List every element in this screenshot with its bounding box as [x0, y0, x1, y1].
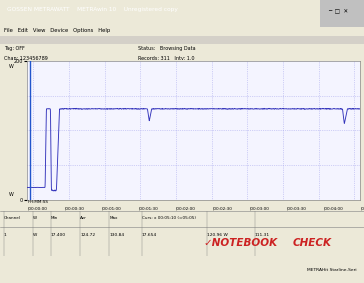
- Text: |00:00:30: |00:00:30: [64, 207, 84, 211]
- Text: HH:MM:SS: HH:MM:SS: [27, 200, 48, 204]
- Text: 17.654: 17.654: [142, 233, 157, 237]
- Text: Records: 311   Intv: 1.0: Records: 311 Intv: 1.0: [138, 56, 195, 61]
- Text: |00:01:00: |00:01:00: [101, 207, 121, 211]
- Text: 17.400: 17.400: [51, 233, 66, 237]
- Text: GOSSEN METRAWATT    METRAwin 10    Unregistered copy: GOSSEN METRAWATT METRAwin 10 Unregistere…: [7, 7, 178, 12]
- Text: Avr: Avr: [80, 216, 87, 220]
- Text: Tag: OFF: Tag: OFF: [4, 46, 24, 51]
- Text: |00:03:30: |00:03:30: [286, 207, 306, 211]
- Text: Min: Min: [51, 216, 58, 220]
- Text: W: W: [33, 216, 37, 220]
- Text: Chan: 123456789: Chan: 123456789: [4, 56, 47, 61]
- Text: METRAHit Starline-Seri: METRAHit Starline-Seri: [307, 267, 357, 272]
- Bar: [0, 36, 364, 44]
- Text: W: W: [9, 192, 14, 197]
- Text: |00:02:00: |00:02:00: [175, 207, 195, 211]
- Bar: [320, 0, 364, 27]
- Text: ─  □  ✕: ─ □ ✕: [328, 10, 348, 15]
- Text: Status:   Browsing Data: Status: Browsing Data: [138, 46, 196, 51]
- Text: Curs: x 00:05:10 (=05:05): Curs: x 00:05:10 (=05:05): [142, 216, 196, 220]
- Text: W: W: [33, 233, 37, 237]
- Text: ✓NOTEBOOK: ✓NOTEBOOK: [204, 238, 278, 248]
- Text: 130.84: 130.84: [109, 233, 124, 237]
- Text: CHECK: CHECK: [292, 238, 332, 248]
- Text: W: W: [9, 64, 14, 68]
- Text: |00:03:00: |00:03:00: [249, 207, 269, 211]
- Text: |00:02:30: |00:02:30: [212, 207, 232, 211]
- Text: 1: 1: [4, 233, 7, 237]
- Text: Channel: Channel: [4, 216, 20, 220]
- Text: |00:04:00: |00:04:00: [323, 207, 343, 211]
- Text: |00:04:30: |00:04:30: [360, 207, 364, 211]
- Text: Max: Max: [109, 216, 118, 220]
- Text: 124.72: 124.72: [80, 233, 95, 237]
- Text: File   Edit   View   Device   Options   Help: File Edit View Device Options Help: [4, 28, 110, 33]
- Text: 111.31: 111.31: [255, 233, 270, 237]
- Text: |00:00:00: |00:00:00: [27, 207, 47, 211]
- Text: 120.96 W: 120.96 W: [207, 233, 228, 237]
- Text: |00:01:30: |00:01:30: [138, 207, 158, 211]
